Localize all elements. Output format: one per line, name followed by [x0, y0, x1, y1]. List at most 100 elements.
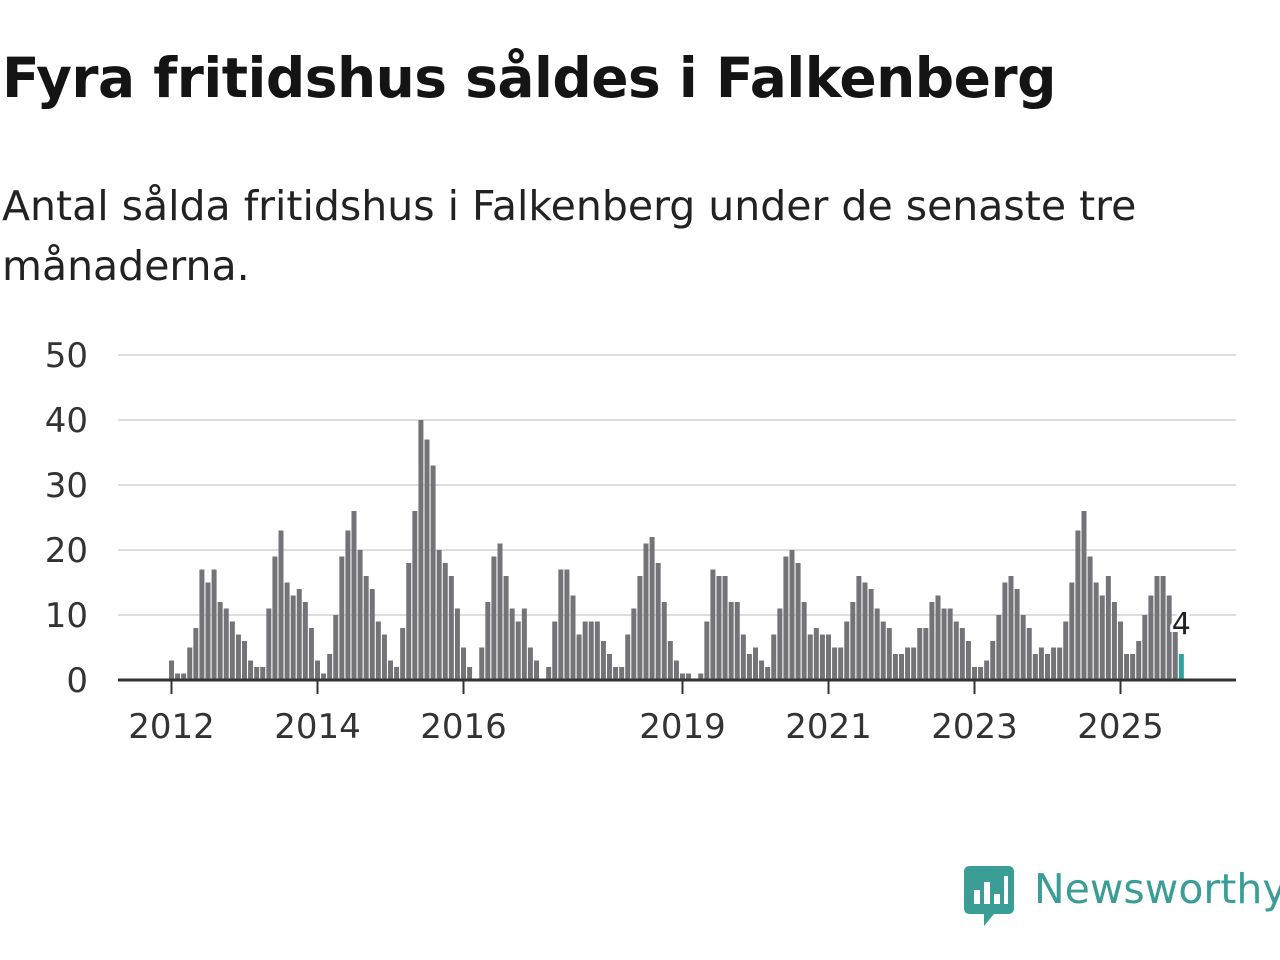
bar — [728, 602, 734, 680]
bar — [1166, 595, 1172, 680]
bar — [765, 667, 771, 680]
bar — [594, 621, 600, 680]
bar — [965, 641, 971, 680]
bar — [534, 660, 539, 680]
bar — [497, 543, 503, 680]
bar — [442, 563, 448, 680]
bar — [734, 602, 740, 680]
bar — [661, 602, 667, 680]
y-tick-label: 10 — [45, 596, 88, 636]
y-tick-label: 30 — [45, 466, 88, 506]
bar — [923, 628, 929, 680]
bar — [978, 667, 984, 680]
bar — [448, 576, 454, 680]
bar — [643, 543, 649, 680]
newsworthy-logo-icon — [964, 866, 1014, 926]
bar — [254, 667, 260, 680]
bar — [673, 660, 679, 680]
bar — [819, 634, 825, 680]
x-tick-label: 2012 — [128, 707, 215, 747]
bar — [357, 550, 363, 680]
bars — [169, 420, 1184, 680]
bar — [777, 608, 783, 680]
bar — [832, 647, 838, 680]
bar — [418, 420, 424, 680]
chart-subtitle: Antal sålda fritidshus i Falkenberg unde… — [2, 182, 1137, 290]
bar — [953, 621, 959, 680]
bar — [1063, 621, 1069, 680]
bar — [899, 654, 904, 680]
bar — [175, 673, 181, 680]
bar — [880, 621, 886, 680]
bar — [874, 608, 880, 680]
bar — [740, 634, 746, 680]
bar — [1032, 654, 1038, 680]
bar — [1154, 576, 1160, 680]
bar — [850, 602, 856, 680]
bar — [217, 602, 223, 680]
bar — [199, 569, 205, 680]
bar — [637, 576, 643, 680]
bar — [290, 595, 296, 680]
bar — [886, 628, 892, 680]
bar — [722, 576, 728, 680]
bar — [667, 641, 673, 680]
bar — [789, 550, 795, 680]
bar — [558, 569, 564, 680]
bar — [430, 465, 436, 680]
bar — [972, 667, 977, 680]
bar — [813, 628, 819, 680]
bar — [211, 569, 217, 680]
bar — [1099, 595, 1105, 680]
bar — [582, 621, 588, 680]
bar — [929, 602, 935, 680]
bar — [375, 621, 381, 680]
bar — [424, 439, 430, 680]
x-tick-label: 2019 — [639, 707, 726, 747]
bar — [655, 563, 661, 680]
y-axis-ticks: 0 10 20 30 40 50 — [45, 336, 88, 701]
bar — [588, 621, 594, 680]
bar — [1014, 589, 1020, 680]
bar — [1136, 641, 1142, 680]
bar — [485, 602, 491, 680]
bar — [892, 654, 898, 680]
bar — [576, 634, 582, 680]
bar — [905, 647, 911, 680]
bar — [1057, 647, 1063, 680]
bar — [388, 660, 393, 680]
bar — [369, 589, 375, 680]
bar — [1172, 621, 1178, 680]
bar — [308, 628, 314, 680]
bar — [935, 595, 941, 680]
bar — [1081, 511, 1087, 680]
bar — [1020, 615, 1026, 680]
brand-name: Newsworthy — [1034, 865, 1280, 913]
bar — [746, 654, 752, 680]
bar — [759, 660, 765, 680]
x-tick-label: 2025 — [1077, 707, 1164, 747]
bar — [1026, 628, 1032, 680]
bar — [1075, 530, 1081, 680]
bar — [260, 667, 266, 680]
x-tick-label: 2014 — [274, 707, 361, 747]
bar — [479, 647, 485, 680]
bar — [600, 641, 606, 680]
bar — [570, 595, 576, 680]
bar — [187, 647, 193, 680]
bar — [266, 608, 272, 680]
bar — [333, 615, 339, 680]
bar — [235, 634, 241, 680]
bar — [844, 621, 850, 680]
bar — [339, 556, 345, 680]
bar — [1148, 595, 1154, 680]
bar — [911, 647, 917, 680]
bar — [363, 576, 369, 680]
bar — [521, 608, 527, 680]
bar — [856, 576, 862, 680]
bar — [801, 602, 807, 680]
y-tick-label: 50 — [45, 336, 88, 376]
bar — [454, 608, 460, 680]
bar — [229, 621, 235, 680]
bar — [704, 621, 710, 680]
